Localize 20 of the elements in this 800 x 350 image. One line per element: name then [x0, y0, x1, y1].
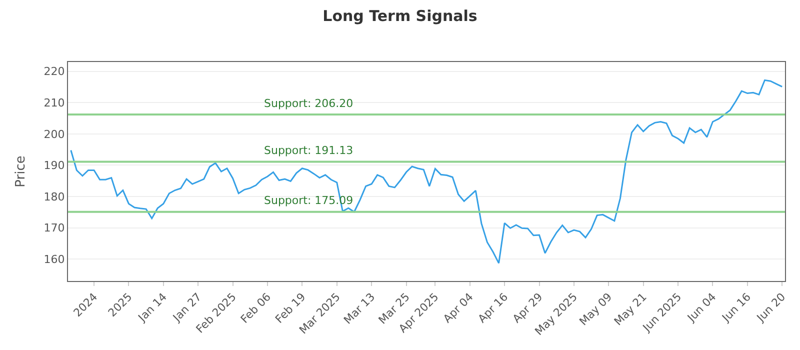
y-tick-label: 200 — [44, 128, 65, 141]
x-tick-label: Jun 04 — [684, 290, 719, 325]
x-tick-label: Feb 06 — [238, 290, 274, 326]
x-tick-label: Jun 16 — [719, 290, 754, 325]
x-tick-label: Jan 14 — [135, 290, 170, 325]
ref-line-label: Support: 206.20 — [264, 97, 354, 110]
chart-title: Long Term Signals — [322, 7, 478, 25]
x-tick-label: Mar 13 — [341, 290, 378, 327]
y-tick-label: 210 — [44, 96, 65, 110]
y-tick-label: 180 — [44, 190, 65, 204]
line-series — [70, 79, 783, 264]
x-tick-label: Apr 04 — [440, 290, 476, 326]
y-tick-label: 170 — [44, 222, 65, 235]
y-tick-label: 220 — [44, 65, 65, 78]
y-axis-title: Price — [14, 156, 29, 188]
y-tick-label: 160 — [44, 252, 65, 266]
y-tick-label: 190 — [44, 159, 65, 172]
x-tick-label: Jun 20 — [754, 290, 788, 325]
ref-line-label: Support: 191.13 — [264, 144, 354, 157]
x-tick-label: Apr 16 — [476, 290, 511, 326]
